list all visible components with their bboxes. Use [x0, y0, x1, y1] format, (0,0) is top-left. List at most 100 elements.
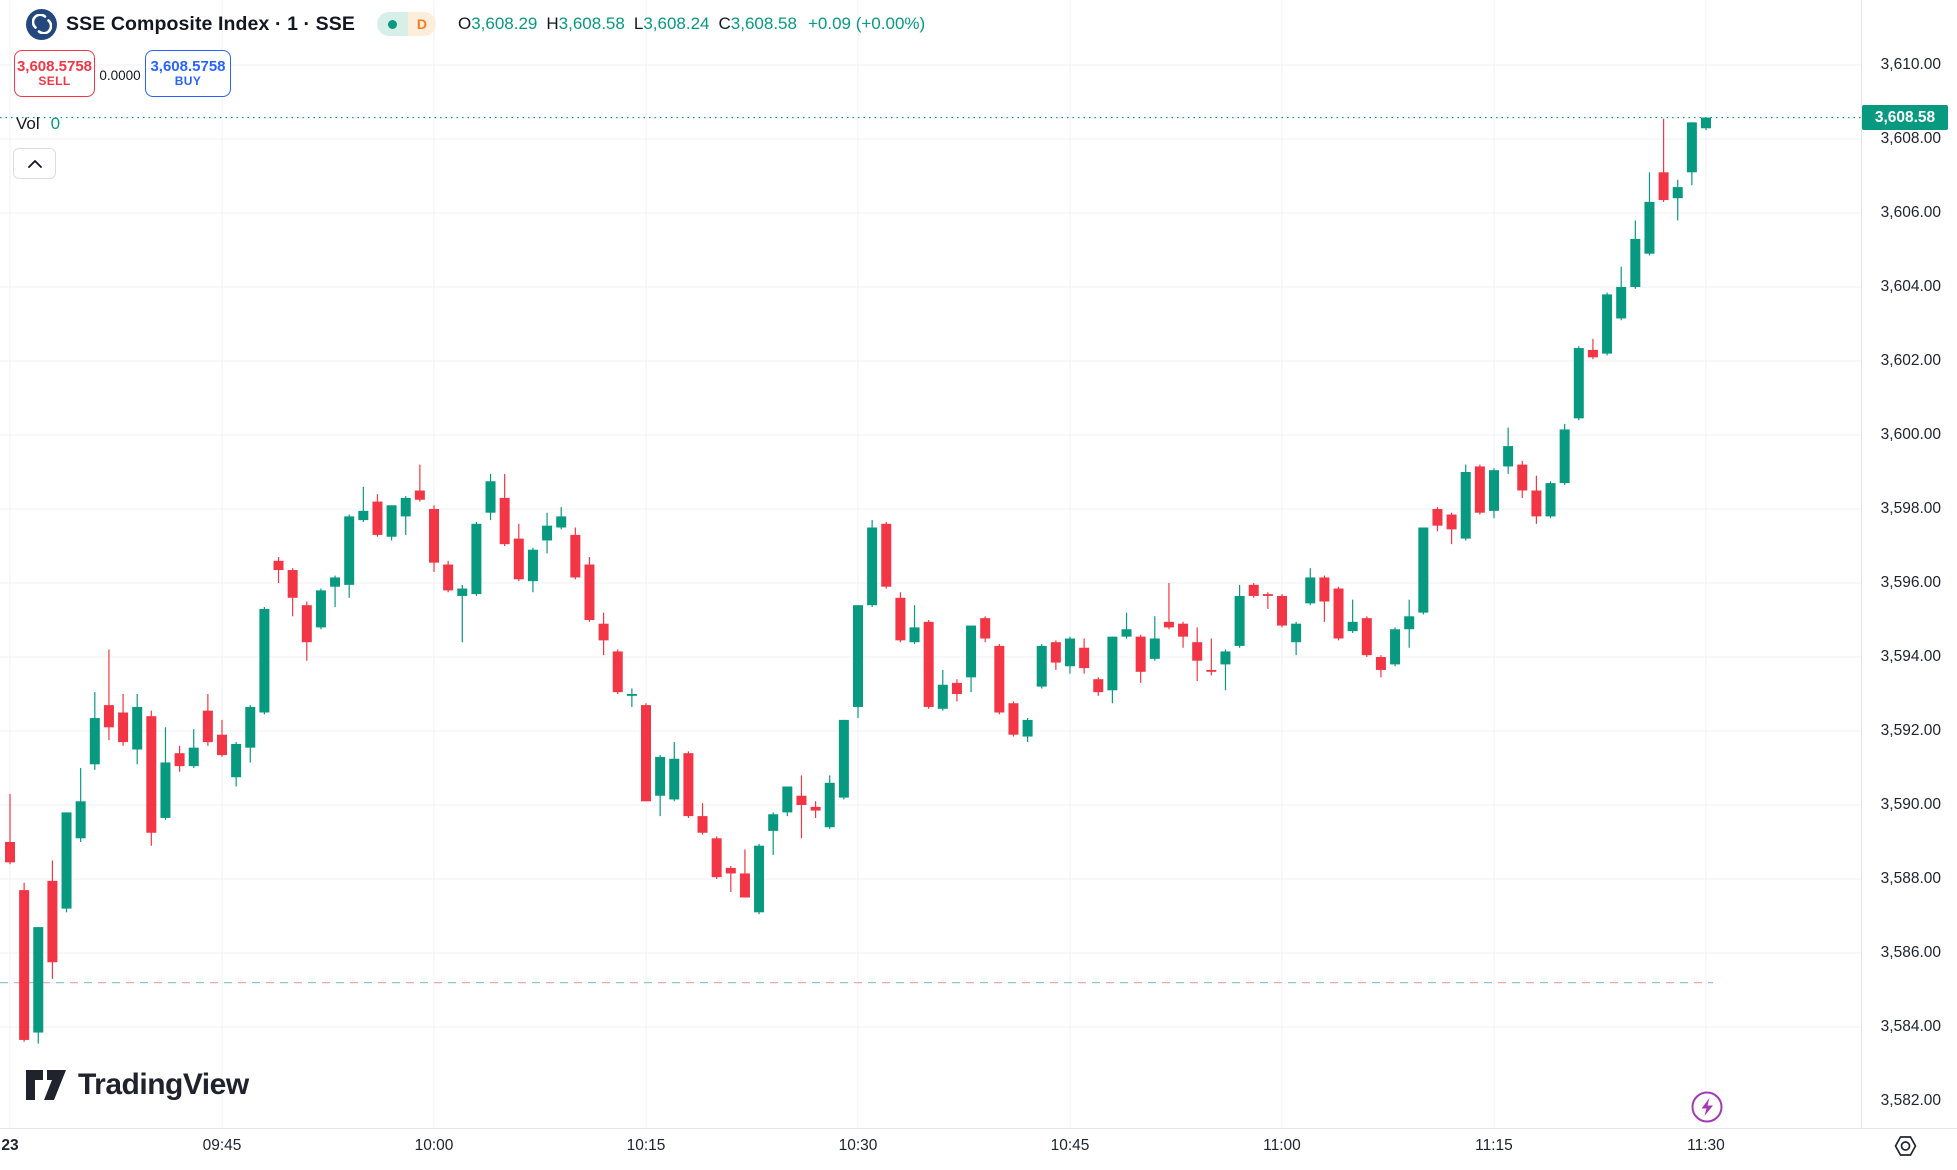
candle-body — [1248, 584, 1259, 596]
candle-body — [1545, 483, 1556, 517]
candle-body — [1178, 623, 1189, 637]
candle-body — [683, 753, 694, 817]
candle-body — [414, 490, 425, 500]
volume-label: Vol — [16, 114, 40, 133]
time-axis-label: 11:30 — [1687, 1137, 1725, 1154]
time-axis-label: 23 — [1, 1137, 19, 1154]
time-axis-label: 11:15 — [1475, 1137, 1513, 1154]
candle-body — [542, 525, 553, 541]
time-axis-label: 10:30 — [838, 1137, 878, 1154]
candle-body — [1672, 187, 1683, 199]
candle-body — [1587, 349, 1598, 358]
high-label: H — [546, 14, 559, 33]
candle-body — [259, 608, 270, 713]
price-axis-label: 3,600.00 — [1880, 426, 1941, 443]
buy-price: 3,608.5758 — [150, 57, 226, 75]
price-axis-label: 3,604.00 — [1880, 278, 1941, 295]
tradingview-watermark[interactable]: TradingView — [25, 1068, 249, 1102]
candle-body — [810, 806, 821, 811]
time-axis-label: 10:15 — [626, 1137, 666, 1154]
candle-body — [457, 588, 468, 596]
candle-body — [89, 718, 100, 765]
candle-body — [1319, 577, 1330, 602]
candle-body — [951, 682, 962, 694]
candle-body — [1474, 466, 1485, 513]
tradingview-logo-icon — [26, 1070, 66, 1100]
candle-body — [909, 627, 920, 643]
candle-body — [824, 782, 835, 828]
candle-body — [1559, 429, 1570, 484]
candle-body — [1644, 201, 1655, 254]
candle-body — [1390, 629, 1401, 665]
candle-body — [655, 756, 666, 796]
open-value: 3,608.29 — [471, 14, 538, 33]
candle-body — [118, 712, 129, 743]
change-value: +0.09 (+0.00%) — [807, 14, 926, 33]
candle-body — [33, 927, 44, 1033]
candle-body — [570, 534, 581, 578]
candle-body — [400, 497, 411, 517]
price-axis-label: 3,592.00 — [1880, 722, 1941, 739]
candle-body — [1602, 294, 1613, 354]
watermark-text: TradingView — [78, 1068, 249, 1101]
candle-body — [174, 753, 185, 767]
candle-body — [937, 684, 948, 709]
time-axis[interactable]: 23 09:45 10:00 10:15 10:30 10:45 11:00 11:15 11:… — [0, 1128, 1957, 1170]
buy-button[interactable]: 3,608.5758 BUY — [145, 50, 231, 97]
price-scale-settings-icon[interactable] — [1890, 1132, 1921, 1160]
volume-legend: Vol 0 — [16, 114, 60, 134]
candle-body — [146, 716, 157, 833]
candle-body — [1616, 287, 1627, 319]
symbol-title[interactable]: SSE Composite Index · 1 · SSE — [66, 12, 355, 35]
candle-body — [19, 890, 30, 1040]
candle-body — [1432, 509, 1443, 526]
candle-body — [1418, 527, 1429, 613]
candle-body — [697, 816, 708, 833]
chart-legend-header: SSE Composite Index · 1 · SSE D O3,608.2… — [26, 8, 925, 40]
candle-body — [556, 516, 567, 528]
candle-body — [966, 625, 977, 678]
sell-button[interactable]: 3,608.5758 SELL — [14, 50, 95, 97]
interval-badge[interactable]: D — [376, 12, 436, 36]
candle-body — [1333, 588, 1344, 639]
candle-body — [245, 706, 256, 748]
price-axis[interactable]: 3,610.00 3,608.00 3,606.00 3,604.00 3,602.00… — [1861, 0, 1957, 1128]
candle-body — [1375, 657, 1386, 670]
candle-body — [584, 564, 595, 620]
low-value: 3,608.24 — [643, 14, 710, 33]
candle-body — [443, 564, 454, 591]
candle-body — [1404, 616, 1415, 630]
candle-body — [669, 758, 680, 800]
lightning-icon[interactable] — [1689, 1089, 1725, 1125]
candle-body — [1064, 638, 1075, 667]
close-value: 3,608.58 — [730, 14, 797, 33]
candle-body — [1291, 623, 1302, 643]
collapse-panel-button[interactable] — [13, 148, 56, 179]
candle-body — [103, 705, 114, 728]
candle-body — [626, 694, 637, 696]
last-price-badge: 3,608.58 — [1862, 105, 1948, 131]
candle-body — [358, 510, 369, 521]
candle-body — [725, 867, 736, 874]
candle-body — [61, 812, 72, 909]
candle-body — [428, 509, 439, 563]
price-axis-label: 3,598.00 — [1880, 500, 1941, 517]
time-axis-label: 09:45 — [202, 1137, 242, 1154]
price-axis-label: 3,584.00 — [1880, 1018, 1941, 1035]
candle-body — [330, 577, 341, 587]
candle-body — [315, 590, 326, 628]
candle-body — [216, 734, 227, 756]
price-axis-label: 3,606.00 — [1880, 204, 1941, 221]
time-axis-label: 10:45 — [1050, 1137, 1090, 1154]
volume-value: 0 — [50, 114, 61, 133]
candle-body — [1022, 719, 1033, 737]
candle-body — [301, 605, 312, 643]
ohlc-readout: O3,608.29 H3,608.58 L3,608.24 C3,608.58 … — [458, 14, 925, 34]
candle-body — [711, 838, 722, 878]
candle-body — [1192, 642, 1203, 661]
candle-body — [273, 560, 284, 571]
price-axis-label: 3,608.00 — [1880, 130, 1941, 147]
candle-body — [471, 523, 482, 595]
high-value: 3,608.58 — [558, 14, 625, 33]
